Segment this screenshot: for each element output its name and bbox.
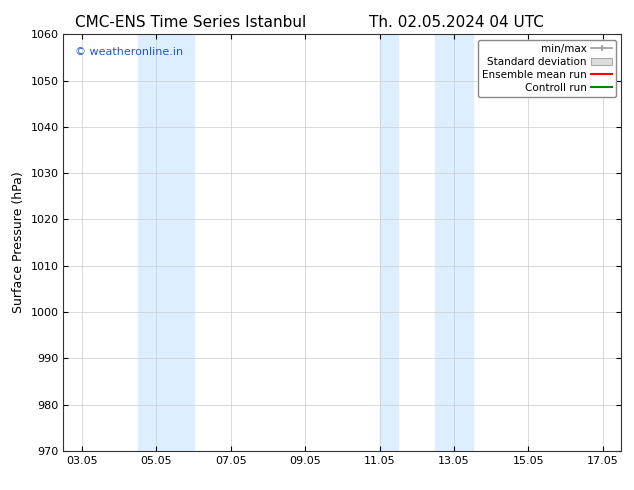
Bar	[380, 34, 398, 451]
Bar	[138, 34, 193, 451]
Legend: min/max, Standard deviation, Ensemble mean run, Controll run: min/max, Standard deviation, Ensemble me…	[478, 40, 616, 97]
Y-axis label: Surface Pressure (hPa): Surface Pressure (hPa)	[12, 172, 25, 314]
Bar	[436, 34, 472, 451]
Text: CMC-ENS Time Series Istanbul: CMC-ENS Time Series Istanbul	[75, 15, 306, 30]
Text: Th. 02.05.2024 04 UTC: Th. 02.05.2024 04 UTC	[369, 15, 544, 30]
Text: © weatheronline.in: © weatheronline.in	[75, 47, 183, 57]
